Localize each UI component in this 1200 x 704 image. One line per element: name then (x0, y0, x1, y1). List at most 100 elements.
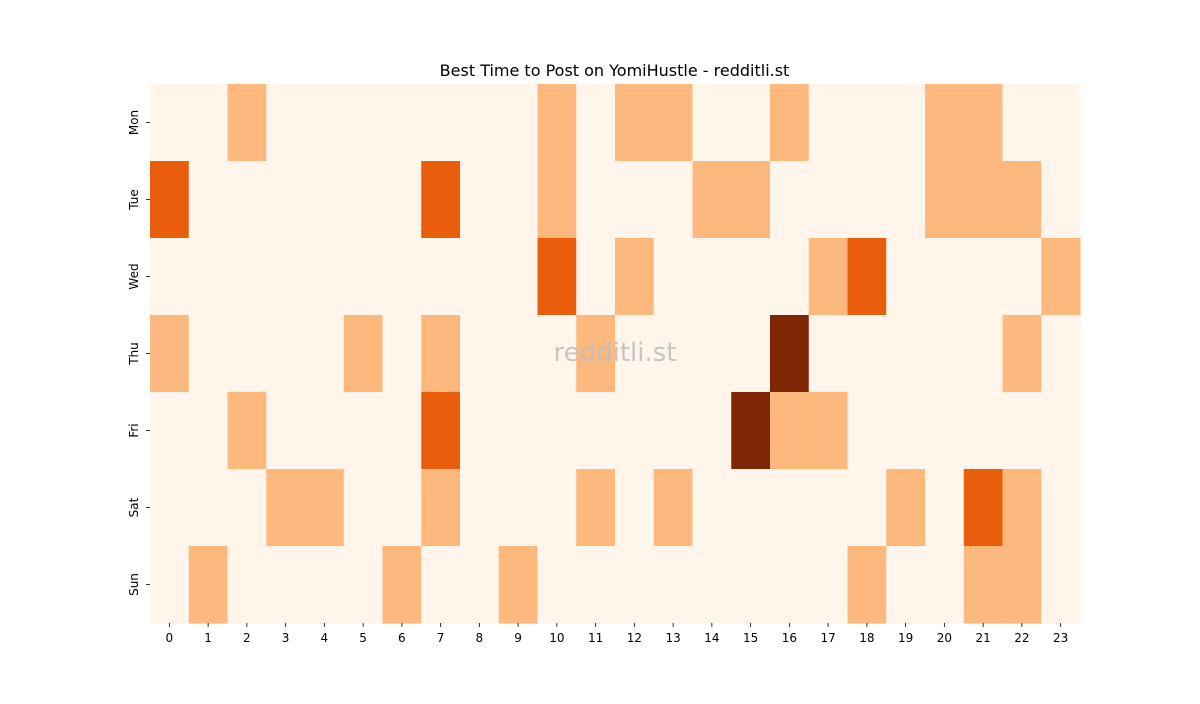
heatmap-cell (150, 84, 190, 162)
heatmap-cell (498, 315, 539, 393)
x-tick-label: 22 (1014, 631, 1029, 645)
heatmap-cell (266, 161, 306, 239)
heatmap-cell (808, 238, 849, 316)
heatmap-cell (382, 238, 422, 316)
heatmap-cell (731, 392, 771, 470)
x-tick-label: 17 (820, 631, 835, 645)
heatmap-cell (1041, 161, 1081, 239)
x-tick-label: 18 (859, 631, 874, 645)
heatmap-cell (886, 546, 926, 624)
heatmap-cell (615, 238, 655, 316)
heatmap-cell (731, 84, 771, 162)
heatmap-cell (653, 161, 694, 239)
heatmap-cell (498, 392, 539, 470)
heatmap-cell (150, 238, 190, 316)
heatmap-cell (537, 546, 577, 624)
heatmap-cell (421, 469, 461, 547)
heatmap-cell (498, 238, 539, 316)
heatmap-cell (576, 238, 616, 316)
heatmap-cell (886, 84, 926, 162)
heatmap-cell (537, 161, 577, 239)
heatmap-cell (227, 315, 267, 393)
heatmap-cell (808, 161, 849, 239)
heatmap-cell (925, 315, 965, 393)
heatmap-cell (847, 161, 887, 239)
x-tick-label: 10 (549, 631, 564, 645)
heatmap-cell (1002, 238, 1042, 316)
heatmap-cell (537, 315, 577, 393)
x-tick-label: 5 (359, 631, 367, 645)
heatmap-cell (615, 315, 655, 393)
heatmap-cell (731, 546, 771, 624)
heatmap-cell (1041, 315, 1081, 393)
heatmap-cell (847, 392, 887, 470)
heatmap-cell (963, 315, 1004, 393)
heatmap-cell (925, 161, 965, 239)
heatmap-cell (227, 392, 267, 470)
heatmap-cell (498, 546, 539, 624)
heatmap-cell (653, 392, 694, 470)
heatmap-cell (537, 238, 577, 316)
heatmap-cell (576, 84, 616, 162)
heatmap-cell (615, 161, 655, 239)
chart-title: Best Time to Post on YomiHustle - reddit… (440, 61, 790, 80)
heatmap-cell (808, 469, 849, 547)
x-tick-label: 9 (514, 631, 522, 645)
heatmap-cell (460, 161, 500, 239)
heatmap-cell (653, 238, 694, 316)
heatmap-cell (305, 315, 345, 393)
heatmap-cell (537, 392, 577, 470)
heatmap-cell (576, 469, 616, 547)
heatmap-cell (925, 238, 965, 316)
heatmap-cell (770, 315, 810, 393)
heatmap-cell (692, 469, 732, 547)
heatmap-cell (692, 161, 732, 239)
heatmap-cell (150, 392, 190, 470)
heatmap-cell (460, 392, 500, 470)
heatmap-cell (227, 238, 267, 316)
x-axis: 0 1 2 3 4 5 6 7 8 9 10 11 12 13 14 15 16 17 18 19 20 21 22 23 (166, 623, 1068, 645)
heatmap-cell (653, 546, 694, 624)
heatmap-cell (1002, 546, 1042, 624)
heatmap-cell (537, 84, 577, 162)
heatmap-cell (188, 238, 229, 316)
heatmap-cell (266, 238, 306, 316)
heatmap-cell (731, 238, 771, 316)
heatmap-cell (382, 161, 422, 239)
y-tick-label: Sun (127, 573, 141, 596)
x-tick-label: 13 (665, 631, 680, 645)
heatmap-cell (343, 238, 384, 316)
x-tick-label: 7 (437, 631, 445, 645)
heatmap-cell (808, 546, 849, 624)
heatmap-cell (770, 392, 810, 470)
heatmap-cell (266, 315, 306, 393)
heatmap-cell (770, 238, 810, 316)
y-tick-label: Mon (127, 110, 141, 135)
heatmap-cell (460, 315, 500, 393)
heatmap-cell (343, 315, 384, 393)
heatmap-cell (227, 469, 267, 547)
heatmap-cell (188, 161, 229, 239)
heatmap-cell (305, 238, 345, 316)
heatmap-cell (692, 392, 732, 470)
heatmap-cell (150, 161, 190, 239)
heatmap-cell (963, 392, 1004, 470)
heatmap-cell (615, 469, 655, 547)
heatmap-cell (343, 84, 384, 162)
heatmap-cell (847, 84, 887, 162)
heatmap-cell (266, 84, 306, 162)
y-tick-label: Tue (127, 189, 141, 211)
heatmap-cell (460, 469, 500, 547)
heatmap-cell (847, 469, 887, 547)
x-tick-label: 15 (743, 631, 758, 645)
heatmap-cell (615, 84, 655, 162)
heatmap-cells (150, 84, 1081, 624)
heatmap-cell (537, 469, 577, 547)
heatmap-cell (1002, 315, 1042, 393)
heatmap-cell (227, 546, 267, 624)
y-tick-label: Fri (127, 423, 141, 437)
heatmap-cell (847, 546, 887, 624)
heatmap-cell (150, 315, 190, 393)
